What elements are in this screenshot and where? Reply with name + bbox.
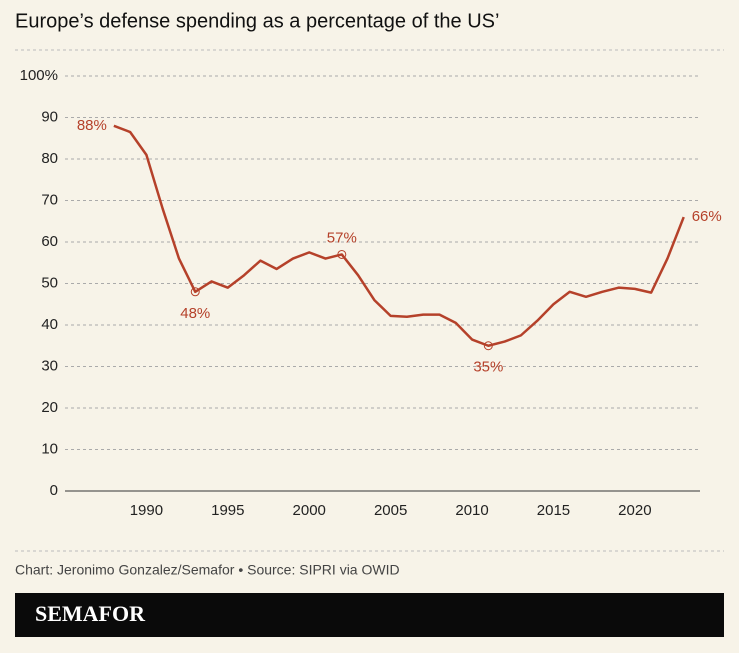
data-label: 88% [77, 117, 107, 134]
y-tick-label: 50 [41, 274, 58, 291]
logo-bar [15, 593, 724, 637]
point-marker [190, 287, 200, 297]
x-tick-label: 2015 [537, 502, 570, 519]
data-label: 48% [180, 305, 210, 322]
data-label: 57% [327, 229, 357, 246]
y-tick-label: 10 [41, 440, 58, 457]
y-tick-label: 80 [41, 150, 58, 167]
y-tick-label: 40 [41, 316, 58, 333]
data-line [113, 124, 685, 347]
y-tick-label: 60 [41, 233, 58, 250]
point-marker [337, 249, 347, 259]
data-label: 66% [692, 208, 722, 225]
point-marker [483, 341, 493, 351]
y-tick-label: 100% [20, 67, 58, 84]
x-tick-label: 2010 [455, 502, 488, 519]
data-label: 35% [473, 359, 503, 376]
x-tick-label: 1990 [130, 502, 163, 519]
y-tick-label: 0 [50, 482, 58, 499]
x-tick-label: 2005 [374, 502, 407, 519]
logo: SEMAFOR [35, 601, 146, 626]
x-tick-label: 2020 [618, 502, 651, 519]
chart-title: Europe’s defense spending as a percentag… [15, 10, 499, 32]
y-tick-label: 20 [41, 399, 58, 416]
y-tick-label: 90 [41, 108, 58, 125]
y-tick-label: 70 [41, 191, 58, 208]
credit: Chart: Jeronimo Gonzalez/Semafor • Sourc… [15, 562, 400, 578]
y-tick-label: 30 [41, 357, 58, 374]
x-tick-label: 2000 [293, 502, 326, 519]
x-tick-label: 1995 [211, 502, 244, 519]
